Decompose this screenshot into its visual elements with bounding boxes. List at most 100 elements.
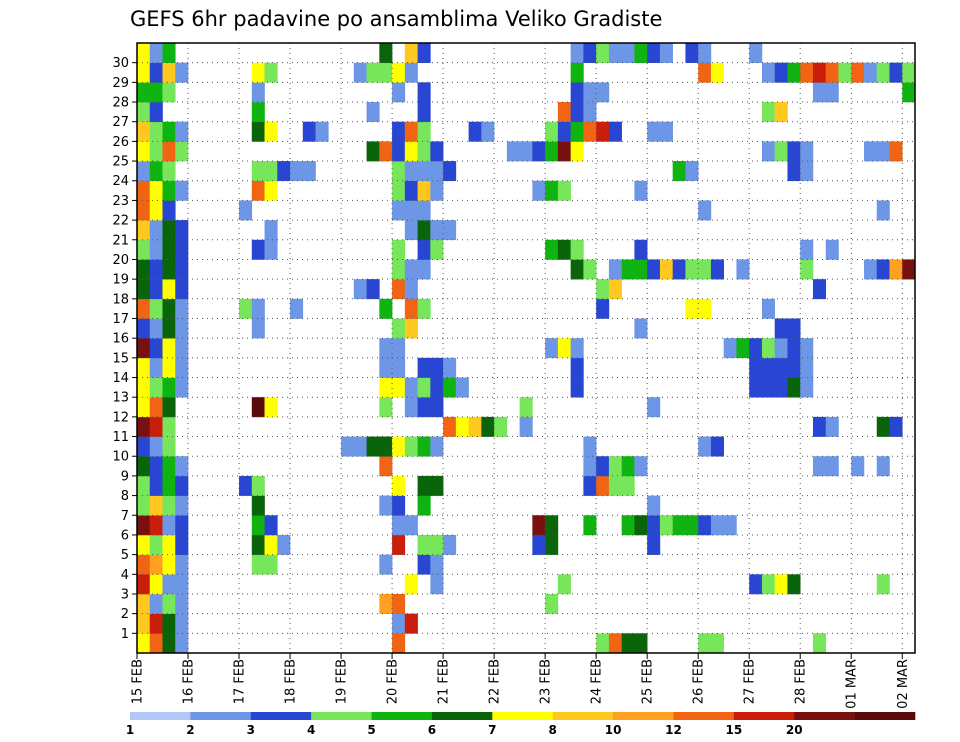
heatmap-cell (596, 279, 610, 300)
heatmap-cell (889, 141, 903, 162)
heatmap-cell (532, 180, 546, 201)
y-tick-label: 4 (121, 568, 129, 583)
heatmap-cell (889, 416, 903, 437)
heatmap-cell (404, 318, 418, 339)
heatmap-cell (175, 357, 189, 378)
heatmap-cell (761, 298, 775, 319)
x-tick-label: 26 FEB (692, 659, 707, 704)
heatmap-cell (162, 121, 176, 142)
heatmap-cell (608, 279, 622, 300)
heatmap-cell (149, 456, 163, 477)
heatmap-cell (430, 475, 444, 496)
heatmap-cell (430, 357, 444, 378)
heatmap-cell (519, 416, 533, 437)
heatmap-cell (175, 318, 189, 339)
heatmap-cell (379, 141, 393, 162)
y-tick-label: 10 (112, 450, 129, 465)
heatmap-cell (315, 121, 329, 142)
heatmap-cell (251, 239, 265, 260)
heatmap-cell (137, 574, 151, 595)
heatmap-cell (698, 515, 712, 536)
heatmap-cell (430, 436, 444, 457)
heatmap-cell (137, 456, 151, 477)
heatmap-cell (698, 436, 712, 457)
x-tick-label: 21 FEB (437, 659, 452, 704)
heatmap-cell (137, 82, 151, 103)
heatmap-cell (685, 298, 699, 319)
heatmap-cell (621, 43, 635, 63)
colorbar-label: 4 (307, 723, 315, 737)
heatmap-cell (774, 357, 788, 378)
heatmap-cell (647, 259, 661, 280)
x-tick-label: 16 FEB (182, 659, 197, 704)
heatmap-cell (647, 495, 661, 516)
heatmap-cell (812, 416, 827, 437)
heatmap-cell (736, 259, 750, 280)
heatmap-cell (787, 338, 801, 359)
heatmap-cell (749, 574, 763, 595)
heatmap-cell (774, 141, 788, 162)
heatmap-cell (251, 515, 265, 536)
heatmap-cell (379, 62, 393, 83)
heatmap-cell (175, 554, 189, 575)
heatmap-cell (749, 377, 763, 398)
colorbar-label: 2 (186, 723, 194, 737)
heatmap-cell (137, 633, 151, 654)
y-tick-label: 25 (112, 155, 129, 170)
y-tick-label: 2 (121, 607, 129, 622)
y-tick-label: 7 (121, 509, 129, 524)
x-axis: 15 FEB 16 FEB 17 FEB 18 FEB 19 FEB 20 FEB 21 F… (131, 653, 911, 709)
heatmap-cell (468, 121, 482, 142)
heatmap-cell (392, 259, 406, 280)
heatmap-cell (162, 259, 176, 280)
heatmap-cell (149, 141, 163, 162)
heatmap-cell (583, 515, 597, 536)
heatmap-cell (404, 397, 418, 418)
heatmap-cell (175, 495, 189, 516)
heatmap-cell (596, 298, 610, 319)
heatmap-cell (392, 613, 406, 634)
heatmap-cell (353, 279, 367, 300)
heatmap-cell (608, 121, 622, 142)
heatmap-cell (545, 593, 559, 614)
heatmap-cell (251, 554, 265, 575)
heatmap-cell (430, 239, 444, 260)
heatmap-cell (876, 574, 890, 595)
heatmap-cell (162, 613, 176, 634)
heatmap-cell (404, 200, 418, 221)
heatmap-cell (162, 495, 176, 516)
heatmap-cell (149, 259, 163, 280)
y-tick-label: 9 (121, 469, 129, 484)
heatmap-cell (800, 377, 814, 398)
heatmap-cell (825, 416, 839, 437)
x-tick-label: 17 FEB (233, 659, 248, 704)
heatmap-cell (149, 200, 163, 221)
heatmap-cell (137, 141, 151, 162)
heatmap-cell (175, 239, 189, 260)
heatmap-cell (774, 338, 788, 359)
heatmap-cell (761, 377, 775, 398)
heatmap-cell (851, 62, 865, 83)
heatmap-cell (417, 377, 431, 398)
heatmap-cell (251, 534, 265, 555)
heatmap-cell (455, 377, 469, 398)
y-tick-label: 14 (112, 371, 129, 386)
heatmap-cell (175, 475, 189, 496)
heatmap-cell (137, 397, 151, 418)
heatmap-cell (162, 633, 176, 654)
heatmap-cell (175, 62, 189, 83)
heatmap-cell (570, 121, 584, 142)
heatmap-cell (417, 82, 431, 103)
plot-frame (136, 42, 916, 654)
heatmap-cell (137, 416, 151, 437)
heatmap-cell (404, 220, 418, 241)
heatmap-cell (392, 436, 406, 457)
heatmap-cell (175, 338, 189, 359)
heatmap-cell (417, 220, 431, 241)
heatmap-cell (162, 456, 176, 477)
heatmap-cell (710, 633, 724, 654)
heatmap-cell (175, 534, 189, 555)
heatmap-cell (532, 534, 546, 555)
colorbar-label: 10 (605, 723, 622, 737)
